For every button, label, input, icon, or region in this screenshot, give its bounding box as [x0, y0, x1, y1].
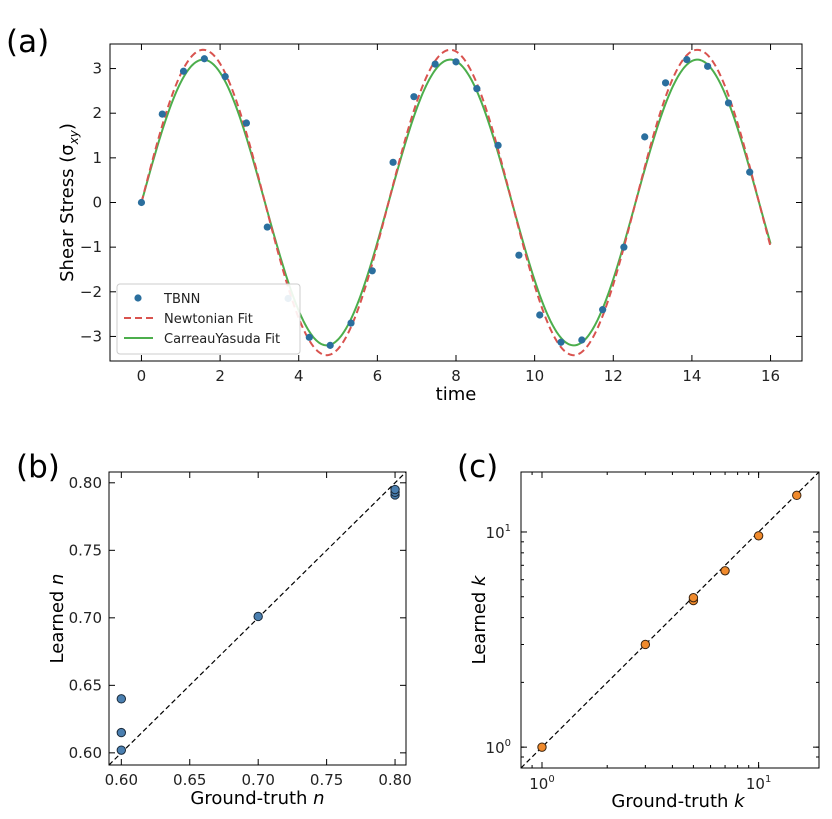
panel-b-label: (b) [16, 449, 60, 485]
reference-line [520, 471, 820, 769]
tbnn-point [368, 267, 376, 275]
x-tick-label: 4 [294, 367, 304, 385]
tbnn-point [494, 141, 502, 149]
panel-b-frame [108, 471, 407, 766]
y-tick-label: 0.70 [69, 609, 102, 627]
legend-tbnn-marker [134, 294, 142, 302]
tbnn-point [137, 198, 146, 207]
legend-box [116, 283, 301, 355]
x-tick-label: 6 [373, 367, 383, 385]
data-point [753, 531, 764, 541]
x-tick-label: 0.70 [241, 771, 274, 789]
x-axis-label: Ground-truth n [190, 788, 324, 809]
y-tick-label: −2 [80, 283, 102, 301]
tbnn-point [410, 93, 418, 101]
y-tick-label: 0 [92, 194, 102, 212]
legend: TBNN Newtonian Fit CarreauYasuda Fit [116, 283, 301, 355]
data-point [640, 639, 651, 650]
tbnn-point [746, 168, 754, 176]
tbnn-point [305, 333, 313, 341]
data-point [688, 592, 699, 603]
panel-c-frame [520, 471, 820, 769]
x-tick-label: 14 [682, 367, 701, 385]
tbnn-point [452, 58, 460, 66]
tbnn-point [263, 223, 271, 231]
data-point [390, 484, 400, 495]
panel-b: (b) 0.60 0.65 0.70 0.75 0.80 0.60 0.65 0.70 0.75 0… [16, 449, 412, 809]
tbnn-point [389, 158, 397, 166]
y-tick-label: 0.65 [69, 676, 102, 694]
tbnn-point [158, 110, 166, 118]
x-tick-label: 16 [761, 367, 780, 385]
tbnn-point [641, 133, 649, 141]
y-tick-label: 3 [92, 60, 102, 78]
x-axis-label: Ground-truth k [611, 791, 746, 812]
x-tick-label: 2 [215, 367, 225, 385]
y-tick-label: 0.75 [69, 541, 102, 559]
tbnn-point [724, 99, 733, 107]
legend-entry: TBNN [163, 292, 200, 307]
x-tick-label: 0.80 [378, 771, 411, 789]
y-tick-label: −1 [80, 238, 102, 256]
tbnn-point [326, 341, 334, 349]
tbnn-point [347, 319, 355, 327]
tbnn-point [599, 306, 607, 314]
tbnn-point [683, 56, 691, 64]
data-point [116, 745, 127, 755]
tbnn-point [473, 85, 481, 93]
y-tick-label: 0.80 [69, 474, 102, 492]
x-axis-label: time [436, 384, 477, 405]
x-tick-label: 101 [746, 774, 771, 793]
tbnn-point [578, 336, 586, 344]
data-point [537, 742, 547, 752]
y-axis-label: Learned k [469, 574, 490, 665]
y-axis-label: Learned n [47, 574, 68, 664]
x-tick-label: 10 [525, 367, 544, 385]
panel-c-label: (c) [457, 449, 498, 485]
y-tick-label: 1 [92, 149, 102, 167]
legend-entry: Newtonian Fit [164, 312, 253, 327]
tbnn-point [557, 338, 565, 346]
x-tick-label: 12 [604, 367, 623, 385]
tbnn-point [661, 79, 670, 87]
data-point [116, 727, 127, 738]
y-tick-label: 0.60 [69, 744, 102, 762]
y-axis-label: Shear Stress (σxy) [57, 123, 81, 282]
y-tick-label: 2 [92, 104, 102, 122]
tbnn-point [431, 60, 439, 68]
x-tick-label: 0.60 [105, 771, 138, 789]
x-tick-label: 0.65 [173, 771, 206, 789]
data-point [253, 611, 263, 622]
y-tick-label: 101 [486, 523, 511, 542]
tbnn-point [242, 119, 251, 127]
tbnn-point [221, 72, 229, 81]
tbnn-point [704, 62, 712, 70]
x-tick-label: 0.75 [310, 771, 343, 789]
tbnn-point [536, 311, 544, 319]
panel-a-label: (a) [6, 24, 49, 60]
x-tick-label: 8 [451, 367, 461, 385]
x-tick-label: 100 [529, 774, 554, 793]
y-tick-label: 100 [486, 738, 511, 757]
data-point [792, 490, 802, 501]
data-point [720, 566, 730, 576]
newtonian-fit-line [140, 48, 772, 357]
data-point [116, 694, 127, 704]
tbnn-point [515, 251, 523, 259]
tbnn-point [620, 243, 628, 251]
legend-entry: CarreauYasuda Fit [164, 332, 280, 347]
y-tick-label: −3 [80, 327, 102, 345]
tbnn-point [200, 55, 208, 63]
x-tick-label: 0 [137, 367, 147, 385]
tbnn-point [179, 67, 188, 75]
